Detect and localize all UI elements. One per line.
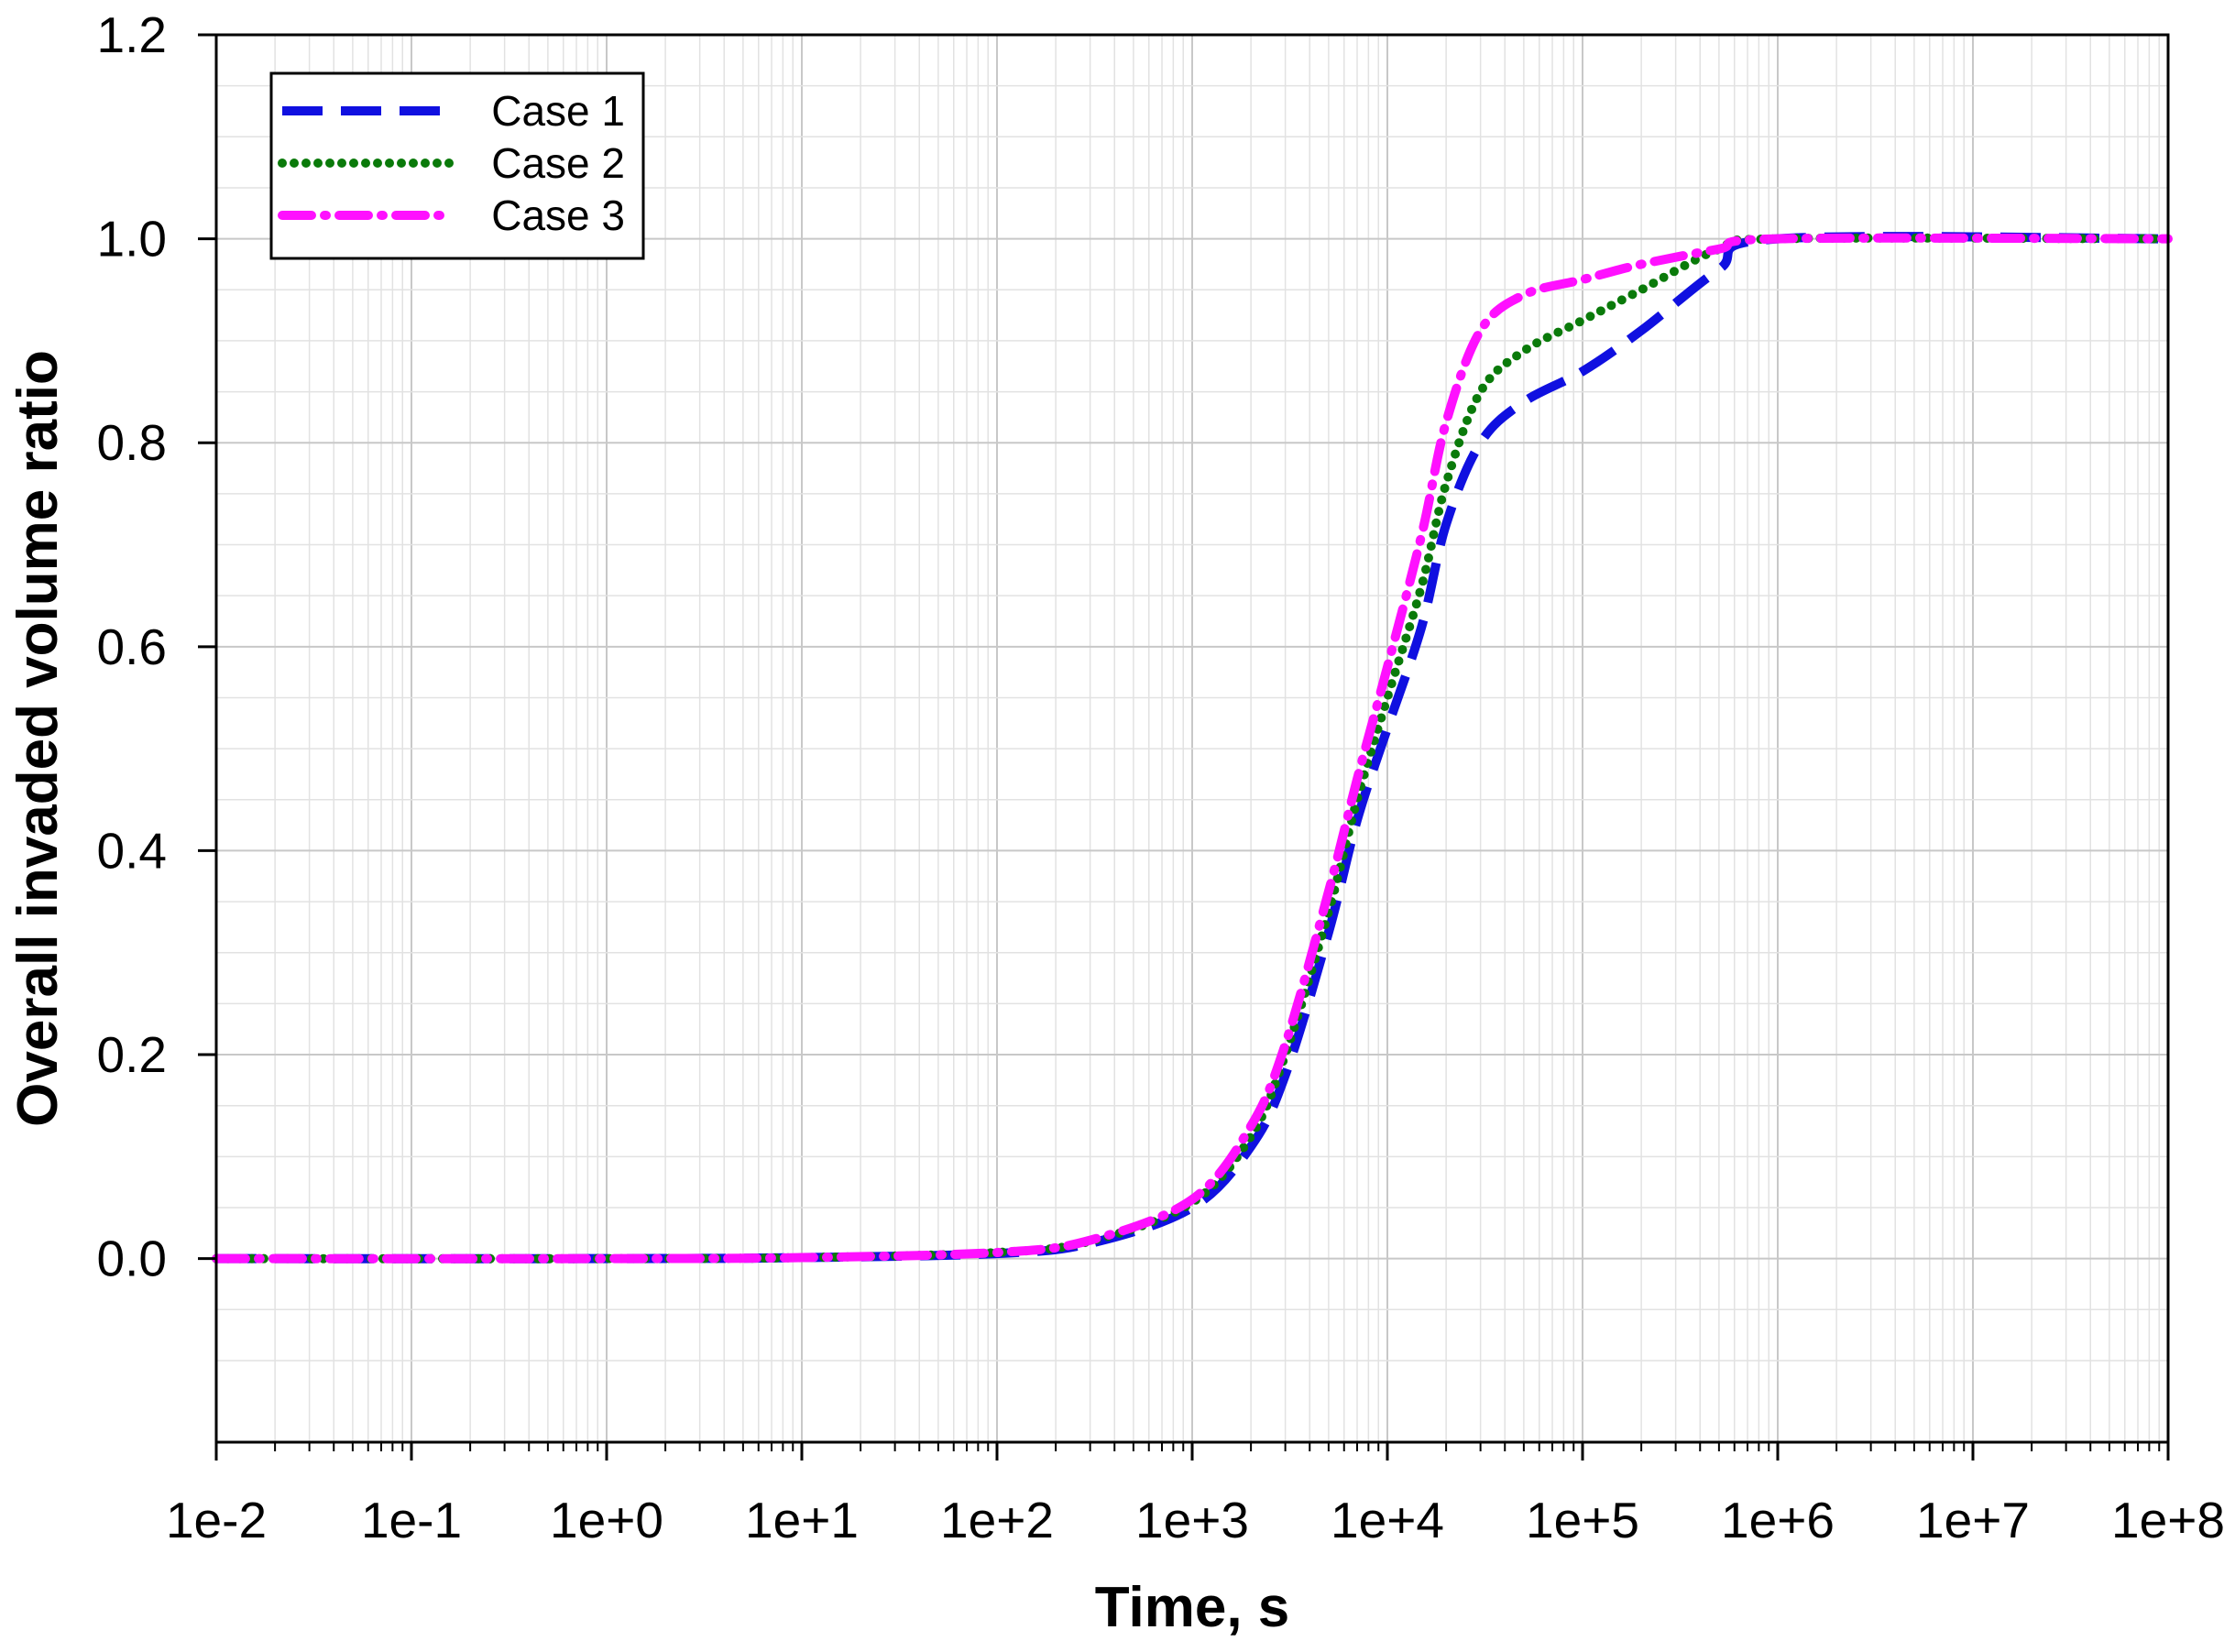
- x-tick-label: 1e+5: [1526, 1492, 1639, 1548]
- x-tick-label: 1e+3: [1135, 1492, 1249, 1548]
- legend-label: Case 1: [491, 87, 625, 135]
- x-tick-label: 1e+4: [1331, 1492, 1444, 1548]
- y-tick-label: 0.8: [97, 414, 167, 471]
- y-tick-label: 0.6: [97, 618, 167, 675]
- x-tick-label: 1e-1: [361, 1492, 462, 1548]
- y-tick-label: 1.2: [97, 6, 167, 63]
- x-tick-label: 1e-2: [166, 1492, 267, 1548]
- series-line-case-1: [215, 232, 2169, 1264]
- y-tick-label: 0.0: [97, 1231, 167, 1287]
- series-line-case-3: [212, 233, 2173, 1264]
- y-axis-title: Overall invaded volume ratio: [6, 350, 70, 1127]
- x-tick-label: 1e+8: [2111, 1492, 2225, 1548]
- series-lines: [212, 232, 2173, 1264]
- grid: [215, 35, 2168, 1442]
- x-tick-label: 1e+1: [745, 1492, 859, 1548]
- x-tick-label: 1e+0: [550, 1492, 663, 1548]
- legend-label: Case 3: [491, 191, 625, 239]
- legend-label: Case 2: [491, 139, 625, 187]
- y-tick-label: 1.0: [97, 211, 167, 268]
- ticks: 1e-2 1e-1 1e+0 1e+1 1e+2 1e+3 1e+4 1e+5 1e+6 1e+7…: [97, 6, 2225, 1548]
- x-tick-label: 1e+6: [1721, 1492, 1835, 1548]
- x-axis-title: Time, s: [1095, 1576, 1290, 1639]
- y-tick-label: 0.2: [97, 1026, 167, 1083]
- y-tick-label: 0.4: [97, 822, 167, 879]
- x-tick-label: 1e+2: [940, 1492, 1054, 1548]
- x-tick-label: 1e+7: [1916, 1492, 2030, 1548]
